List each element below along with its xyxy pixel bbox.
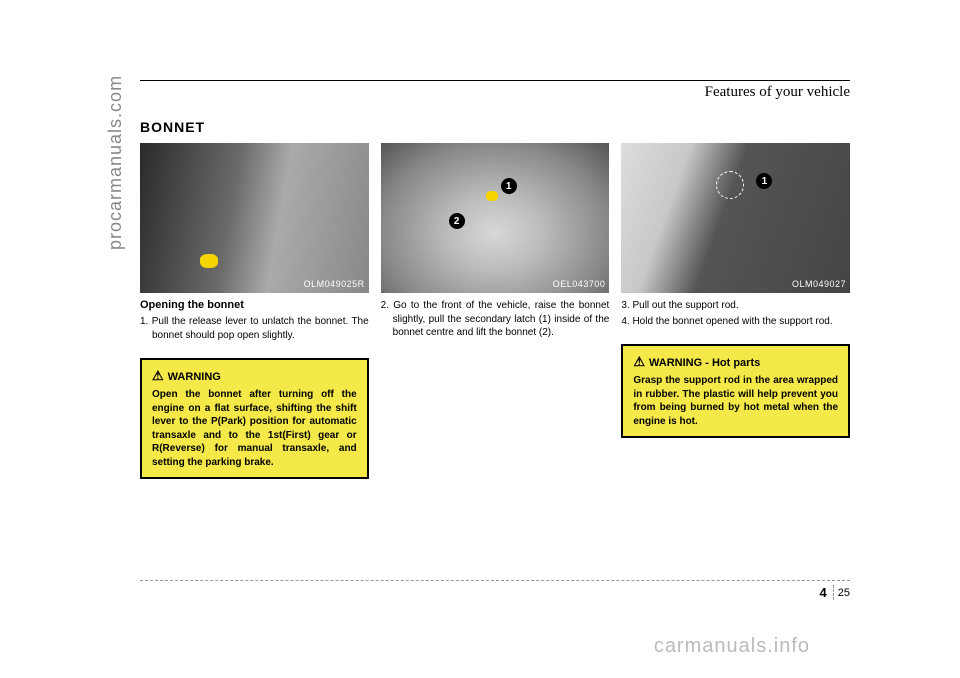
highlight-dot-mid [486, 191, 498, 201]
dashed-circle [716, 171, 744, 199]
callout-right-1: 1 [756, 173, 772, 189]
warning-title-right: WARNING - Hot parts [633, 354, 838, 370]
photo-release-lever: OLM049025R [140, 143, 369, 293]
warning-body-left: Open the bonnet after turning off the en… [152, 388, 357, 469]
warning-title-left: WARNING [152, 368, 357, 384]
callout-2: 2 [449, 213, 465, 229]
header-rule [140, 80, 850, 81]
callout-1: 1 [501, 178, 517, 194]
section-title: BONNET [140, 119, 850, 135]
bottom-watermark: carmanuals.info [654, 635, 810, 658]
photo-label-left: OLM049025R [304, 279, 365, 289]
photo-vehicle-front: 1 2 OEL043700 [381, 143, 610, 293]
page-content: Features of your vehicle BONNET OLM04902… [140, 80, 850, 600]
middle-step-2: 2. Go to the front of the vehicle, raise… [381, 299, 610, 340]
middle-body: 2. Go to the front of the vehicle, raise… [381, 299, 610, 342]
column-left: OLM049025R Opening the bonnet 1. Pull th… [140, 143, 369, 479]
page-number-minor: 25 [836, 587, 850, 599]
right-step-3: 3. Pull out the support rod. [621, 299, 850, 313]
photo-label-middle: OEL043700 [553, 279, 606, 289]
right-step-4: 4. Hold the bonnet opened with the suppo… [621, 315, 850, 329]
content-columns: OLM049025R Opening the bonnet 1. Pull th… [140, 143, 850, 479]
warning-box-left: WARNING Open the bonnet after turning of… [140, 358, 369, 479]
warning-body-right: Grasp the support rod in the area wrappe… [633, 374, 838, 428]
photo-support-rod: 1 OLM049027 [621, 143, 850, 293]
page-number-major: 4 [820, 585, 834, 600]
subheading-opening: Opening the bonnet [140, 299, 369, 311]
column-middle: 1 2 OEL043700 2. Go to the front of the … [381, 143, 610, 479]
page-footer: 4 25 [140, 580, 850, 600]
right-body: 3. Pull out the support rod. 4. Hold the… [621, 299, 850, 330]
left-step-1: 1. Pull the release lever to unlatch the… [140, 315, 369, 342]
highlight-dot [200, 254, 218, 268]
column-right: 1 OLM049027 3. Pull out the support rod.… [621, 143, 850, 479]
side-watermark: procarmanuals.com [105, 75, 126, 250]
left-body: 1. Pull the release lever to unlatch the… [140, 315, 369, 344]
header-title: Features of your vehicle [140, 84, 850, 101]
photo-label-right: OLM049027 [792, 279, 846, 289]
warning-box-right: WARNING - Hot parts Grasp the support ro… [621, 344, 850, 438]
